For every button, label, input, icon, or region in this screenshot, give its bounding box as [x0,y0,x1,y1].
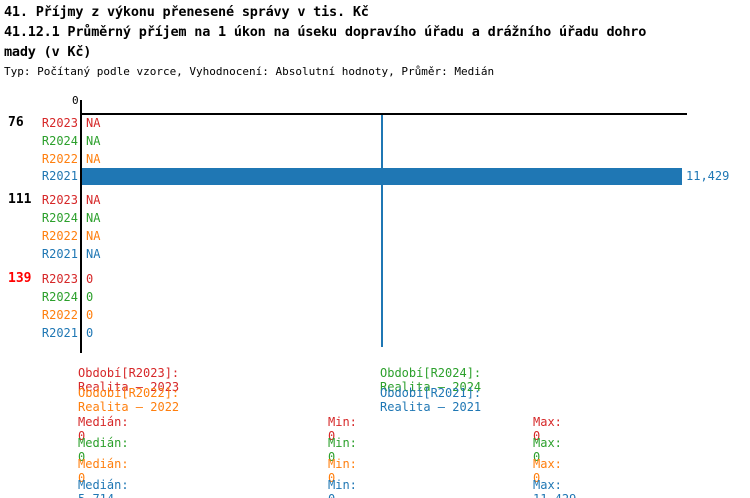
stat-median: Medián: 5,714 [78,478,129,498]
stat-max: Max: 11,429 [533,478,576,498]
chart-meta-line: Typ: Počítaný podle vzorce, Vyhodnocení:… [4,65,495,78]
series-label-r2024: R2024 [41,134,78,148]
series-label-r2023: R2023 [41,272,78,286]
group-label-76: 76 [8,115,24,130]
chart-row: R2023 0 [0,270,750,288]
chart-row: R2022 0 [0,306,750,324]
stat-median: Medián: 0 [78,415,129,443]
series-label-r2021: R2021 [41,169,78,183]
x-axis-tick-zero: 0 [72,94,79,107]
stat-max: Max: 0 [533,457,562,485]
series-label-r2023: R2023 [41,193,78,207]
series-label-r2021: R2021 [41,326,78,340]
stat-median: Medián: 0 [78,436,129,464]
legend-item-r2024: Období[R2024]: Realita – 2024 [380,366,482,394]
chart-row: R2024 NA [0,209,750,227]
row-value: NA [86,229,101,243]
stat-max: Max: 0 [533,436,562,464]
x-axis-line [80,113,687,115]
legend-item-r2021: Období[R2021]: Realita – 2021 [380,386,482,414]
median-marker-line [381,115,383,347]
group-label-111: 111 [8,192,32,207]
stat-max: Max: 0 [533,415,562,443]
series-label-r2022: R2022 [41,308,78,322]
stat-min: Min: 0 [328,457,357,485]
series-label-r2022: R2022 [41,152,78,166]
series-label-r2024: R2024 [41,211,78,225]
row-value: 0 [86,272,94,286]
stat-min: Min: 0 [328,415,357,443]
legend-item-r2022: Období[R2022]: Realita – 2022 [78,386,180,414]
bar-value-label: 11,429 [686,169,730,183]
row-value: NA [86,116,101,130]
chart-title-line3: mady (v Kč) [4,44,92,60]
y-axis-line [80,100,82,353]
bar-r2021 [82,168,682,185]
row-value: NA [86,247,101,261]
chart-row: R2022 NA [0,227,750,245]
chart-row: R2021 11,429 [0,167,750,185]
series-label-r2022: R2022 [41,229,78,243]
series-label-r2021: R2021 [41,247,78,261]
chart-row: R2024 0 [0,288,750,306]
group-label-139: 139 [8,271,32,286]
chart-title-line1: 41. Příjmy z výkonu přenesené správy v t… [4,4,369,20]
series-label-r2024: R2024 [41,290,78,304]
chart-row: R2024 NA [0,132,750,150]
chart-title-line2: 41.12.1 Průměrný příjem na 1 úkon na úse… [4,24,647,40]
chart-row: R2023 NA [0,114,750,132]
row-value: NA [86,193,101,207]
stat-min: Min: 0 [328,436,357,464]
chart-row: R2021 NA [0,245,750,263]
row-value: 0 [86,290,94,304]
stat-min: Min: 0 [328,478,357,498]
row-value: 0 [86,308,94,322]
row-value: NA [86,211,101,225]
row-value: NA [86,134,101,148]
series-label-r2023: R2023 [41,116,78,130]
row-value: 0 [86,326,94,340]
chart-row: R2021 0 [0,324,750,342]
stat-median: Medián: 0 [78,457,129,485]
chart-row: R2023 NA [0,191,750,209]
chart-row: R2022 NA [0,150,750,168]
row-value: NA [86,152,101,166]
legend-item-r2023: Období[R2023]: Realita – 2023 [78,366,180,394]
